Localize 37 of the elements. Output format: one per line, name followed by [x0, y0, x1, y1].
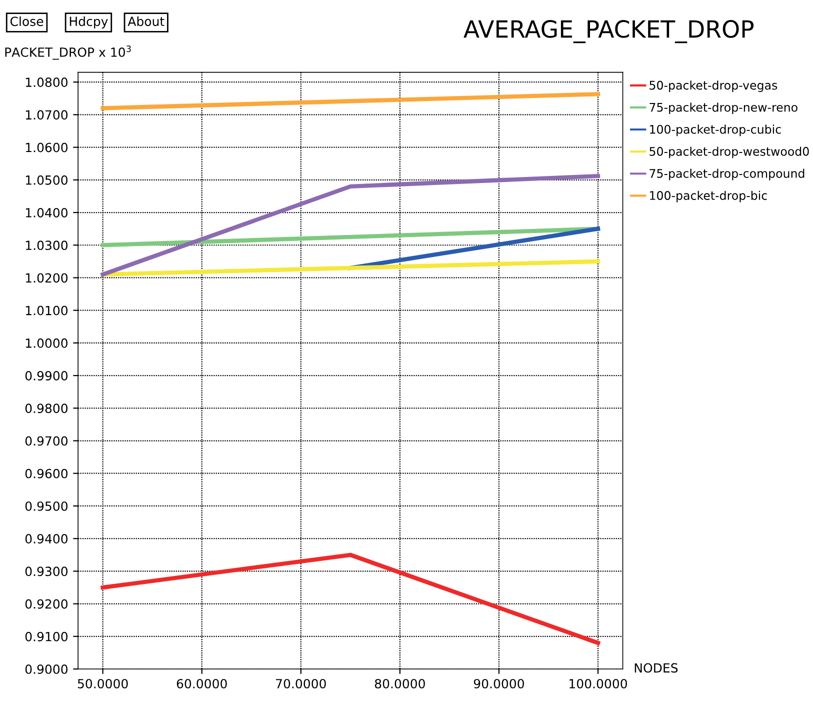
y-tick-label: 1.0700 — [26, 110, 68, 120]
y-tick-label: 0.9100 — [25, 632, 68, 642]
y-tick-label: 1.0000 — [26, 338, 68, 348]
y-tick-label: 1.0300 — [26, 240, 68, 250]
text: Hdcpy — [70, 16, 108, 29]
legend-label: 75-packet-drop-compound — [650, 168, 804, 180]
y-tick-label: 1.0500 — [26, 175, 68, 185]
x-tick-label: 80.0000 — [374, 678, 425, 688]
y-tick-label: 0.9900 — [25, 371, 68, 380]
y-tick-label: 0.9300 — [25, 566, 68, 576]
y-tick-label: 1.0600 — [26, 142, 68, 152]
legend-label: 100-packet-drop-cubic — [650, 124, 781, 136]
y-tick-label: 0.9400 — [25, 534, 68, 544]
chart-title: AVERAGE_PACKET_DROP — [464, 20, 754, 44]
text: Close — [10, 16, 44, 26]
x-tick-label: 50.0000 — [78, 678, 128, 688]
y-tick-label: 0.9000 — [25, 664, 68, 674]
y-tick-label: 0.9600 — [25, 468, 68, 478]
legend-label: 75-packet-drop-new-reno — [650, 102, 798, 114]
x-tick-label: 70.0000 — [276, 678, 326, 688]
y-axis-title: PACKET_DROP x 10$^{3}$ — [5, 45, 131, 60]
x-tick-label: 100.0000 — [570, 678, 627, 688]
x-axis-title: NODES — [634, 663, 678, 673]
y-tick-label: 1.0400 — [26, 208, 68, 218]
y-tick-label: 1.0200 — [26, 273, 68, 283]
y-tick-label: 0.9200 — [25, 599, 68, 609]
legend-label: 50-packet-drop-westwood0 — [650, 146, 809, 158]
y-tick-label: 0.9500 — [25, 501, 68, 511]
x-tick-label: 60.0000 — [176, 678, 227, 688]
y-tick-label: 0.9800 — [25, 404, 68, 414]
y-tick-label: 1.0800 — [26, 78, 68, 88]
legend-label: 50-packet-drop-vegas — [650, 80, 778, 92]
y-tick-label: 1.0100 — [26, 306, 68, 316]
y-tick-label: 0.9700 — [25, 436, 68, 446]
x-tick-label: 90.0000 — [474, 678, 524, 688]
legend-label: 100-packet-drop-bic — [650, 190, 767, 202]
text: About — [128, 16, 164, 26]
